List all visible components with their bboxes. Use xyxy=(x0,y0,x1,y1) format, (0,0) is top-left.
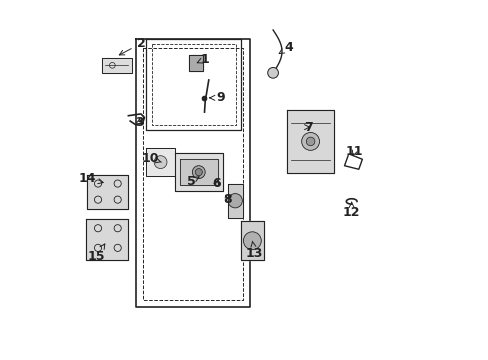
Text: 5: 5 xyxy=(187,175,199,188)
Text: 3: 3 xyxy=(135,116,143,129)
Text: 9: 9 xyxy=(209,91,224,104)
Text: 6: 6 xyxy=(212,177,221,190)
Polygon shape xyxy=(180,158,217,185)
Text: 8: 8 xyxy=(223,193,231,206)
Text: 10: 10 xyxy=(141,152,161,165)
Polygon shape xyxy=(241,221,264,260)
Circle shape xyxy=(195,168,202,176)
Circle shape xyxy=(305,137,314,146)
Polygon shape xyxy=(146,148,175,176)
Circle shape xyxy=(192,166,205,179)
Circle shape xyxy=(301,132,319,150)
Text: 15: 15 xyxy=(87,244,105,263)
Text: 13: 13 xyxy=(245,241,263,260)
Text: 7: 7 xyxy=(303,121,312,134)
Circle shape xyxy=(227,194,242,208)
Circle shape xyxy=(267,67,278,78)
Circle shape xyxy=(154,156,166,168)
Text: 4: 4 xyxy=(279,41,293,54)
Polygon shape xyxy=(189,55,203,71)
Circle shape xyxy=(243,232,261,249)
Polygon shape xyxy=(85,219,128,260)
Polygon shape xyxy=(102,58,132,73)
Circle shape xyxy=(202,96,206,101)
Polygon shape xyxy=(86,175,128,208)
Text: 14: 14 xyxy=(79,172,103,185)
Text: 1: 1 xyxy=(197,53,209,66)
Polygon shape xyxy=(287,111,333,173)
Text: 2: 2 xyxy=(119,37,145,55)
Text: 12: 12 xyxy=(342,202,360,219)
Polygon shape xyxy=(175,153,223,191)
Polygon shape xyxy=(227,184,242,217)
Text: 11: 11 xyxy=(345,145,363,158)
